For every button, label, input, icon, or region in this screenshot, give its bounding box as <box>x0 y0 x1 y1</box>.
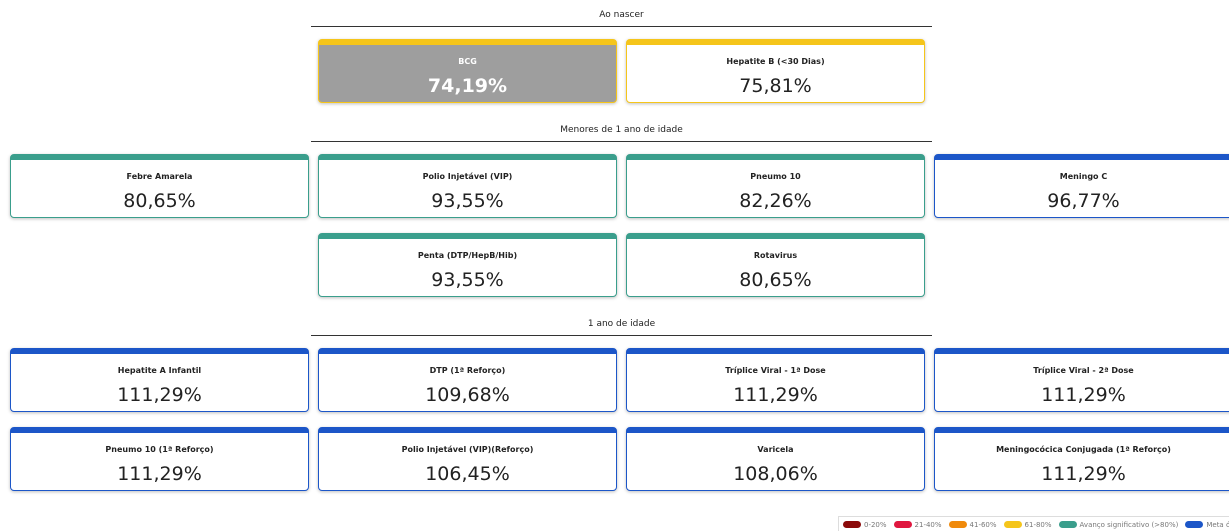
card-label: Hepatite B (<30 Dias) <box>726 57 825 66</box>
card-label: Tríplice Viral - 1ª Dose <box>725 366 826 375</box>
card-label: Polio Injetável (VIP)(Reforço) <box>401 445 534 454</box>
indicator-card: Hepatite B (<30 Dias) 75,81% <box>626 39 925 103</box>
legend-swatch <box>1185 521 1204 528</box>
legend-item: 0-20% <box>843 521 887 529</box>
section-divider <box>311 141 932 142</box>
indicator-card: Tríplice Viral - 2ª Dose 111,29% <box>934 348 1229 412</box>
section-title: Ao nascer <box>599 10 644 20</box>
legend-swatch <box>843 521 861 528</box>
card-value: 74,19% <box>427 75 508 97</box>
card-value: 111,29% <box>733 384 818 406</box>
card-value: 111,29% <box>1041 384 1126 406</box>
card-value: 80,65% <box>739 269 812 291</box>
indicator-card: Pneumo 10 (1ª Reforço) 111,29% <box>10 427 309 491</box>
card-value: 106,45% <box>425 463 510 485</box>
legend-swatch <box>893 521 912 528</box>
legend-label: 21-40% <box>914 520 942 529</box>
card-label: BCG <box>458 57 477 66</box>
legend-item: Avanço significativo (>80%) <box>1058 520 1179 529</box>
section-title: 1 ano de idade <box>587 319 656 329</box>
indicator-card: Meningo C 96,77% <box>934 154 1229 218</box>
card-label: Varicela <box>757 445 794 454</box>
card-value: 111,29% <box>1041 463 1126 485</box>
legend-item: Meta ótima <box>1185 521 1229 529</box>
indicator-card: Penta (DTP/HepB/Hib) 93,55% <box>318 233 617 297</box>
card-label: Meningo C <box>1059 172 1108 181</box>
legend-label: 61-80% <box>1024 520 1052 529</box>
card-value: 111,29% <box>117 463 202 485</box>
indicator-card: Varicela 108,06% <box>626 427 925 491</box>
section-title: Menores de 1 ano de idade <box>560 125 683 135</box>
card-value: 93,55% <box>431 190 504 212</box>
card-label: Rotavirus <box>753 251 798 260</box>
section-divider <box>311 26 932 27</box>
legend-item: 41-60% <box>948 520 997 529</box>
card-label: Pneumo 10 (1ª Reforço) <box>105 445 214 454</box>
card-label: Tríplice Viral - 2ª Dose <box>1033 366 1134 375</box>
legend-label: Avanço significativo (>80%) <box>1079 520 1179 529</box>
card-label: Penta (DTP/HepB/Hib) <box>417 251 518 260</box>
indicator-card: Meningocócica Conjugada (1ª Reforço) 111,… <box>934 427 1229 491</box>
legend-item: 21-40% <box>893 520 942 529</box>
card-value: 96,77% <box>1047 190 1120 212</box>
indicator-card: Polio Injetável (VIP) 93,55% <box>318 154 617 218</box>
section-divider <box>311 335 932 336</box>
card-label: DTP (1ª Reforço) <box>429 366 506 375</box>
legend-swatch <box>1003 521 1022 528</box>
card-label: Febre Amarela <box>126 172 193 181</box>
card-value: 111,29% <box>117 384 202 406</box>
legend-item: 61-80% <box>1003 520 1052 529</box>
legend-label: 0-20% <box>864 520 887 529</box>
indicator-card: Tríplice Viral - 1ª Dose 111,29% <box>626 348 925 412</box>
indicator-card: BCG 74,19% <box>318 39 617 103</box>
legend-swatch <box>948 521 967 528</box>
indicator-card: Hepatite A Infantil 111,29% <box>10 348 309 412</box>
card-label: Hepatite A Infantil <box>117 366 202 375</box>
card-value: 82,26% <box>739 190 812 212</box>
card-value: 93,55% <box>431 269 504 291</box>
indicator-card: Polio Injetável (VIP)(Reforço) 106,45% <box>318 427 617 491</box>
card-label: Meningocócica Conjugada (1ª Reforço) <box>996 445 1171 454</box>
legend-label: 41-60% <box>969 520 997 529</box>
legend: 0-20% 21-40% 41-60% 61-80% Avanço significat… <box>838 516 1229 531</box>
card-value: 108,06% <box>733 463 818 485</box>
card-label: Pneumo 10 <box>750 172 801 181</box>
indicator-card: DTP (1ª Reforço) 109,68% <box>318 348 617 412</box>
indicator-card: Febre Amarela 80,65% <box>10 154 309 218</box>
card-value: 109,68% <box>425 384 510 406</box>
card-label: Polio Injetável (VIP) <box>422 172 513 181</box>
legend-swatch <box>1058 521 1077 528</box>
card-value: 75,81% <box>739 75 812 97</box>
indicator-card: Pneumo 10 82,26% <box>626 154 925 218</box>
card-value: 80,65% <box>123 190 196 212</box>
indicator-card: Rotavirus 80,65% <box>626 233 925 297</box>
legend-label: Meta ótima <box>1206 520 1229 529</box>
